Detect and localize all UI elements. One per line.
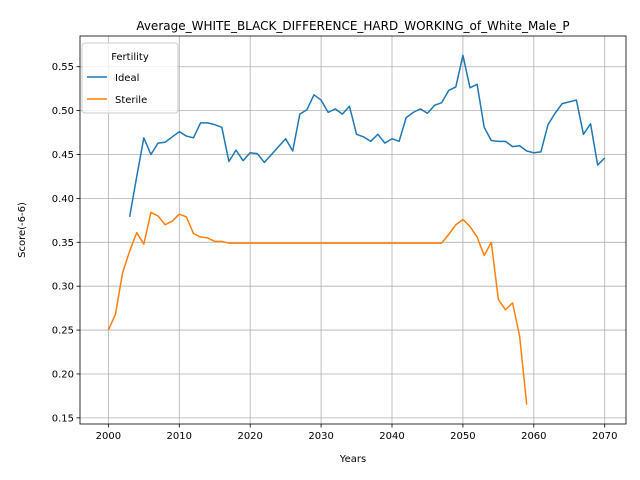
y-tick-label: 0.50: [52, 106, 74, 117]
x-tick-label: 2040: [379, 431, 404, 442]
series-lines: [107, 54, 606, 405]
y-tick-label: 0.30: [52, 282, 74, 293]
series-line-sterile: [107, 211, 528, 405]
x-tick-label: 2020: [237, 431, 262, 442]
x-tick-label: 2000: [96, 431, 121, 442]
y-tick-label: 0.25: [52, 326, 74, 337]
y-tick-label: 0.15: [52, 413, 74, 424]
x-tick-label: 2060: [521, 431, 546, 442]
chart-title: Average_WHITE_BLACK_DIFFERENCE_HARD_WORK…: [136, 19, 569, 33]
y-tick-label: 0.20: [52, 369, 74, 380]
legend-title: Fertility: [111, 52, 149, 63]
x-axis-label: Years: [339, 454, 366, 465]
y-tick-label: 0.35: [52, 238, 74, 249]
y-axis-ticks: 0.15 0.20 0.25 0.30 0.35 0.40 0.45 0.50 0.55: [52, 62, 80, 424]
plot-area-frame: [79, 35, 627, 425]
y-tick-label: 0.40: [52, 194, 74, 205]
x-tick-label: 2010: [167, 431, 192, 442]
x-axis-ticks: 2000 2010 2020 2030 2040 2050 2060 2070: [96, 424, 617, 442]
legend-label-sterile: Sterile: [115, 95, 147, 106]
legend-box: [81, 42, 179, 114]
y-tick-label: 0.45: [52, 150, 74, 161]
x-tick-label: 2070: [592, 431, 617, 442]
grid: [80, 36, 626, 424]
y-axis-label: Score(-6-6): [17, 202, 28, 258]
y-tick-label: 0.55: [52, 62, 74, 73]
x-tick-label: 2050: [450, 431, 475, 442]
legend-label-ideal: Ideal: [115, 73, 139, 84]
legend-entries: Ideal Sterile: [87, 73, 147, 106]
series-line-ideal: [128, 54, 606, 217]
x-tick-label: 2030: [308, 431, 333, 442]
legend: Fertility Ideal Sterile: [81, 42, 179, 114]
